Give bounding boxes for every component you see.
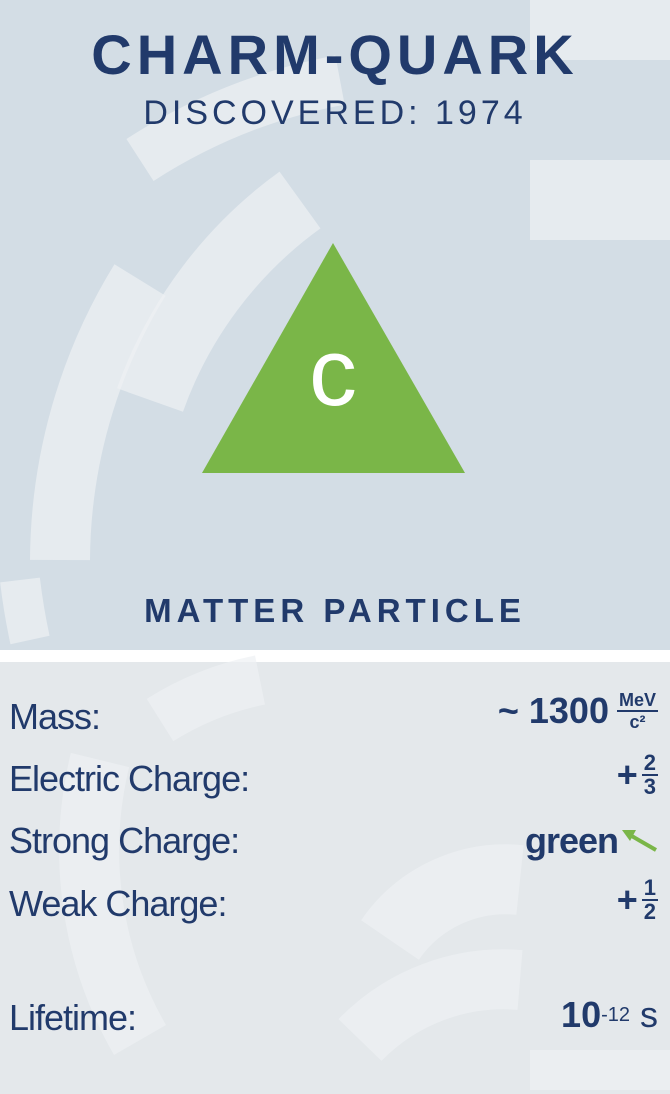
sign: +: [616, 754, 638, 795]
title: CHARM-QUARK: [91, 23, 579, 86]
unit: MeV c²: [616, 690, 658, 732]
property-value: 10 -12 s: [561, 994, 658, 1036]
color-arrow: [629, 833, 657, 852]
property-label: Mass:: [9, 696, 101, 737]
property-label: Lifetime:: [9, 997, 137, 1038]
property-label: Strong Charge:: [9, 820, 240, 861]
property-label: Electric Charge:: [9, 758, 250, 799]
mass-value: ~ 1300: [497, 690, 609, 731]
unit: s: [640, 994, 658, 1035]
unit-numerator: MeV: [616, 690, 658, 712]
subtitle: DISCOVERED: 1974: [143, 94, 527, 132]
sign: +: [616, 879, 638, 920]
unit-denominator: c²: [629, 712, 646, 732]
numerator: 1: [641, 875, 658, 901]
numerator: 2: [641, 750, 658, 776]
symbol: c: [309, 319, 357, 426]
category: MATTER PARTICLE: [144, 592, 526, 629]
color-arrow-head: [622, 830, 636, 841]
exponent: -12: [601, 1003, 630, 1026]
property-value: ~ 1300 MeV c²: [498, 690, 658, 732]
denominator: 3: [643, 774, 656, 799]
property-label: Weak Charge:: [9, 883, 227, 924]
base: 10: [561, 994, 602, 1035]
denominator: 2: [643, 899, 656, 924]
property-value: green: [524, 820, 619, 861]
symbol-triangle: [202, 243, 465, 473]
